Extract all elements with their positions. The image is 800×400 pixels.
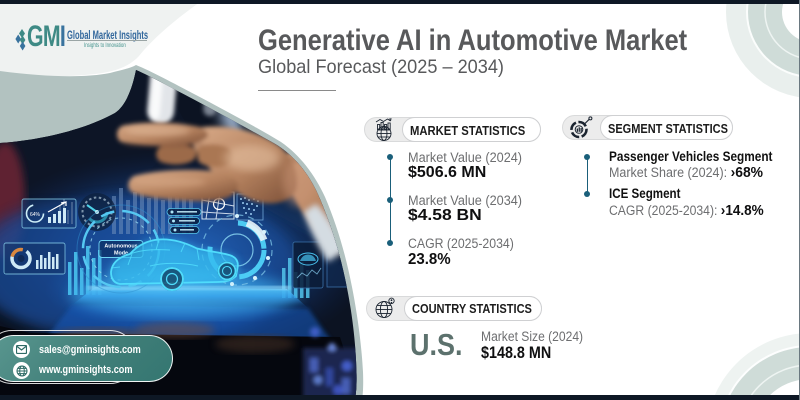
svg-text:Mode: Mode bbox=[114, 251, 128, 257]
svg-text:Autonomous: Autonomous bbox=[104, 244, 137, 250]
svg-text:64%: 64% bbox=[30, 212, 41, 218]
